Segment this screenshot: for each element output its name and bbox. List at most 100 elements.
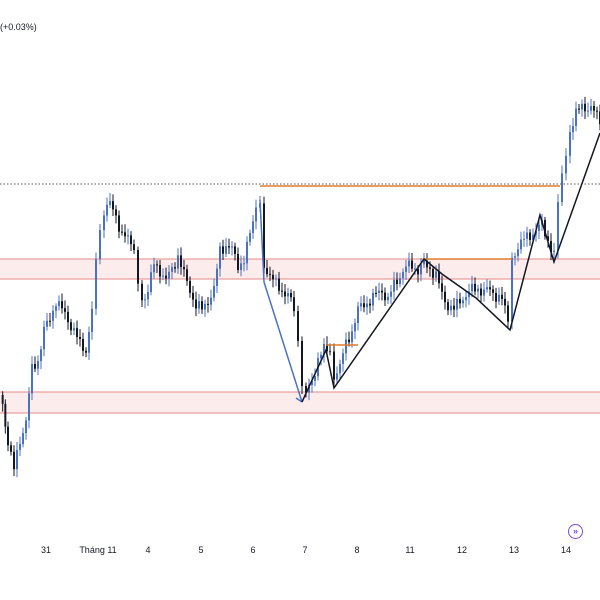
blue-swing-path (259, 199, 303, 403)
candle-body (269, 274, 271, 276)
support-resistance-zones (0, 258, 600, 414)
x-tick-label: 7 (302, 545, 307, 555)
swing-paths (259, 132, 600, 403)
candle-body (498, 294, 500, 302)
candle-body (284, 291, 286, 297)
candle-body (532, 234, 534, 240)
candle-body (49, 320, 51, 322)
candle-body (99, 230, 101, 260)
candle-body (37, 361, 39, 369)
candle-body (339, 363, 341, 374)
candle-body (162, 275, 164, 277)
candle-body (231, 246, 233, 248)
candle-body (572, 125, 574, 133)
candle-body (342, 353, 344, 364)
candle-body (514, 256, 516, 258)
candle-body (121, 231, 123, 233)
candle-body (156, 264, 158, 266)
candle-body (34, 364, 36, 369)
candle-body (243, 263, 245, 265)
candle-body (578, 108, 580, 110)
candle-body (240, 263, 242, 270)
candle-body (137, 250, 139, 284)
candle-body (561, 173, 563, 203)
x-tick-label: 5 (198, 545, 203, 555)
candle-body (82, 338, 84, 351)
candle-body (7, 426, 9, 446)
x-tick-label: Tháng 11 (79, 545, 116, 555)
candle-body (507, 305, 509, 322)
candle-body (76, 328, 78, 337)
candle-body (459, 298, 461, 304)
candle-body (150, 272, 152, 293)
candle-body (575, 108, 577, 126)
candle-body (297, 311, 299, 341)
candle-body (67, 311, 69, 323)
candle-body (195, 299, 197, 309)
candle-body (70, 322, 72, 331)
candle-body (19, 444, 21, 450)
candle-body (450, 305, 452, 311)
candle-body (293, 297, 295, 312)
candle-body (301, 340, 303, 386)
candle-body (88, 331, 90, 353)
candle-body (375, 292, 377, 294)
x-tick-label: 8 (354, 545, 359, 555)
candle-body (103, 215, 105, 231)
candle-body (417, 268, 419, 275)
candle-body (393, 279, 395, 292)
candle-body (10, 445, 12, 452)
candle-body (489, 287, 491, 290)
candle-body (174, 267, 176, 269)
candle-body (46, 320, 48, 327)
candle-body (486, 287, 488, 290)
candle-body (538, 224, 540, 232)
x-tick-label: 31 (41, 545, 51, 555)
candle-body (22, 433, 24, 445)
candle-body (581, 103, 583, 110)
candle-body (16, 449, 18, 470)
candle-body (492, 289, 494, 293)
candle-body (204, 303, 206, 310)
candle-body (435, 271, 437, 278)
candle-body (79, 336, 81, 339)
candle-body (183, 266, 185, 270)
candle-body (109, 201, 111, 205)
candle-body (402, 271, 404, 279)
candle-body (266, 267, 268, 275)
candle-body (354, 322, 356, 332)
candle-body (426, 260, 428, 268)
candle-body (40, 349, 42, 362)
candle-body (255, 207, 257, 222)
x-tick-label: 12 (457, 545, 467, 555)
candle-body (141, 283, 143, 301)
candle-body (441, 283, 443, 292)
candle-body (411, 260, 413, 269)
candle-body (326, 344, 328, 352)
candle-body (477, 288, 479, 292)
double-chevron-right-icon[interactable]: » (568, 524, 583, 539)
x-tick-label: 14 (561, 545, 571, 555)
orange-levels (260, 185, 560, 346)
blue-swing-arrow (295, 397, 303, 403)
candle-body (387, 296, 389, 301)
candle-body (198, 301, 200, 309)
candle-body (399, 278, 401, 285)
candle-body (171, 267, 173, 272)
candle-body (144, 299, 146, 301)
candle-body (366, 303, 368, 308)
candle-body (465, 296, 467, 301)
candle-body (423, 260, 425, 265)
candle-body (73, 328, 75, 331)
candle-body (278, 278, 280, 291)
candles (1, 96, 600, 478)
candle-body (333, 351, 335, 380)
candle-body (85, 350, 87, 353)
candle-body (177, 255, 179, 269)
candle-body (590, 106, 592, 111)
candle-body (55, 306, 57, 311)
candle-body (432, 268, 434, 278)
candle-body (314, 376, 316, 381)
